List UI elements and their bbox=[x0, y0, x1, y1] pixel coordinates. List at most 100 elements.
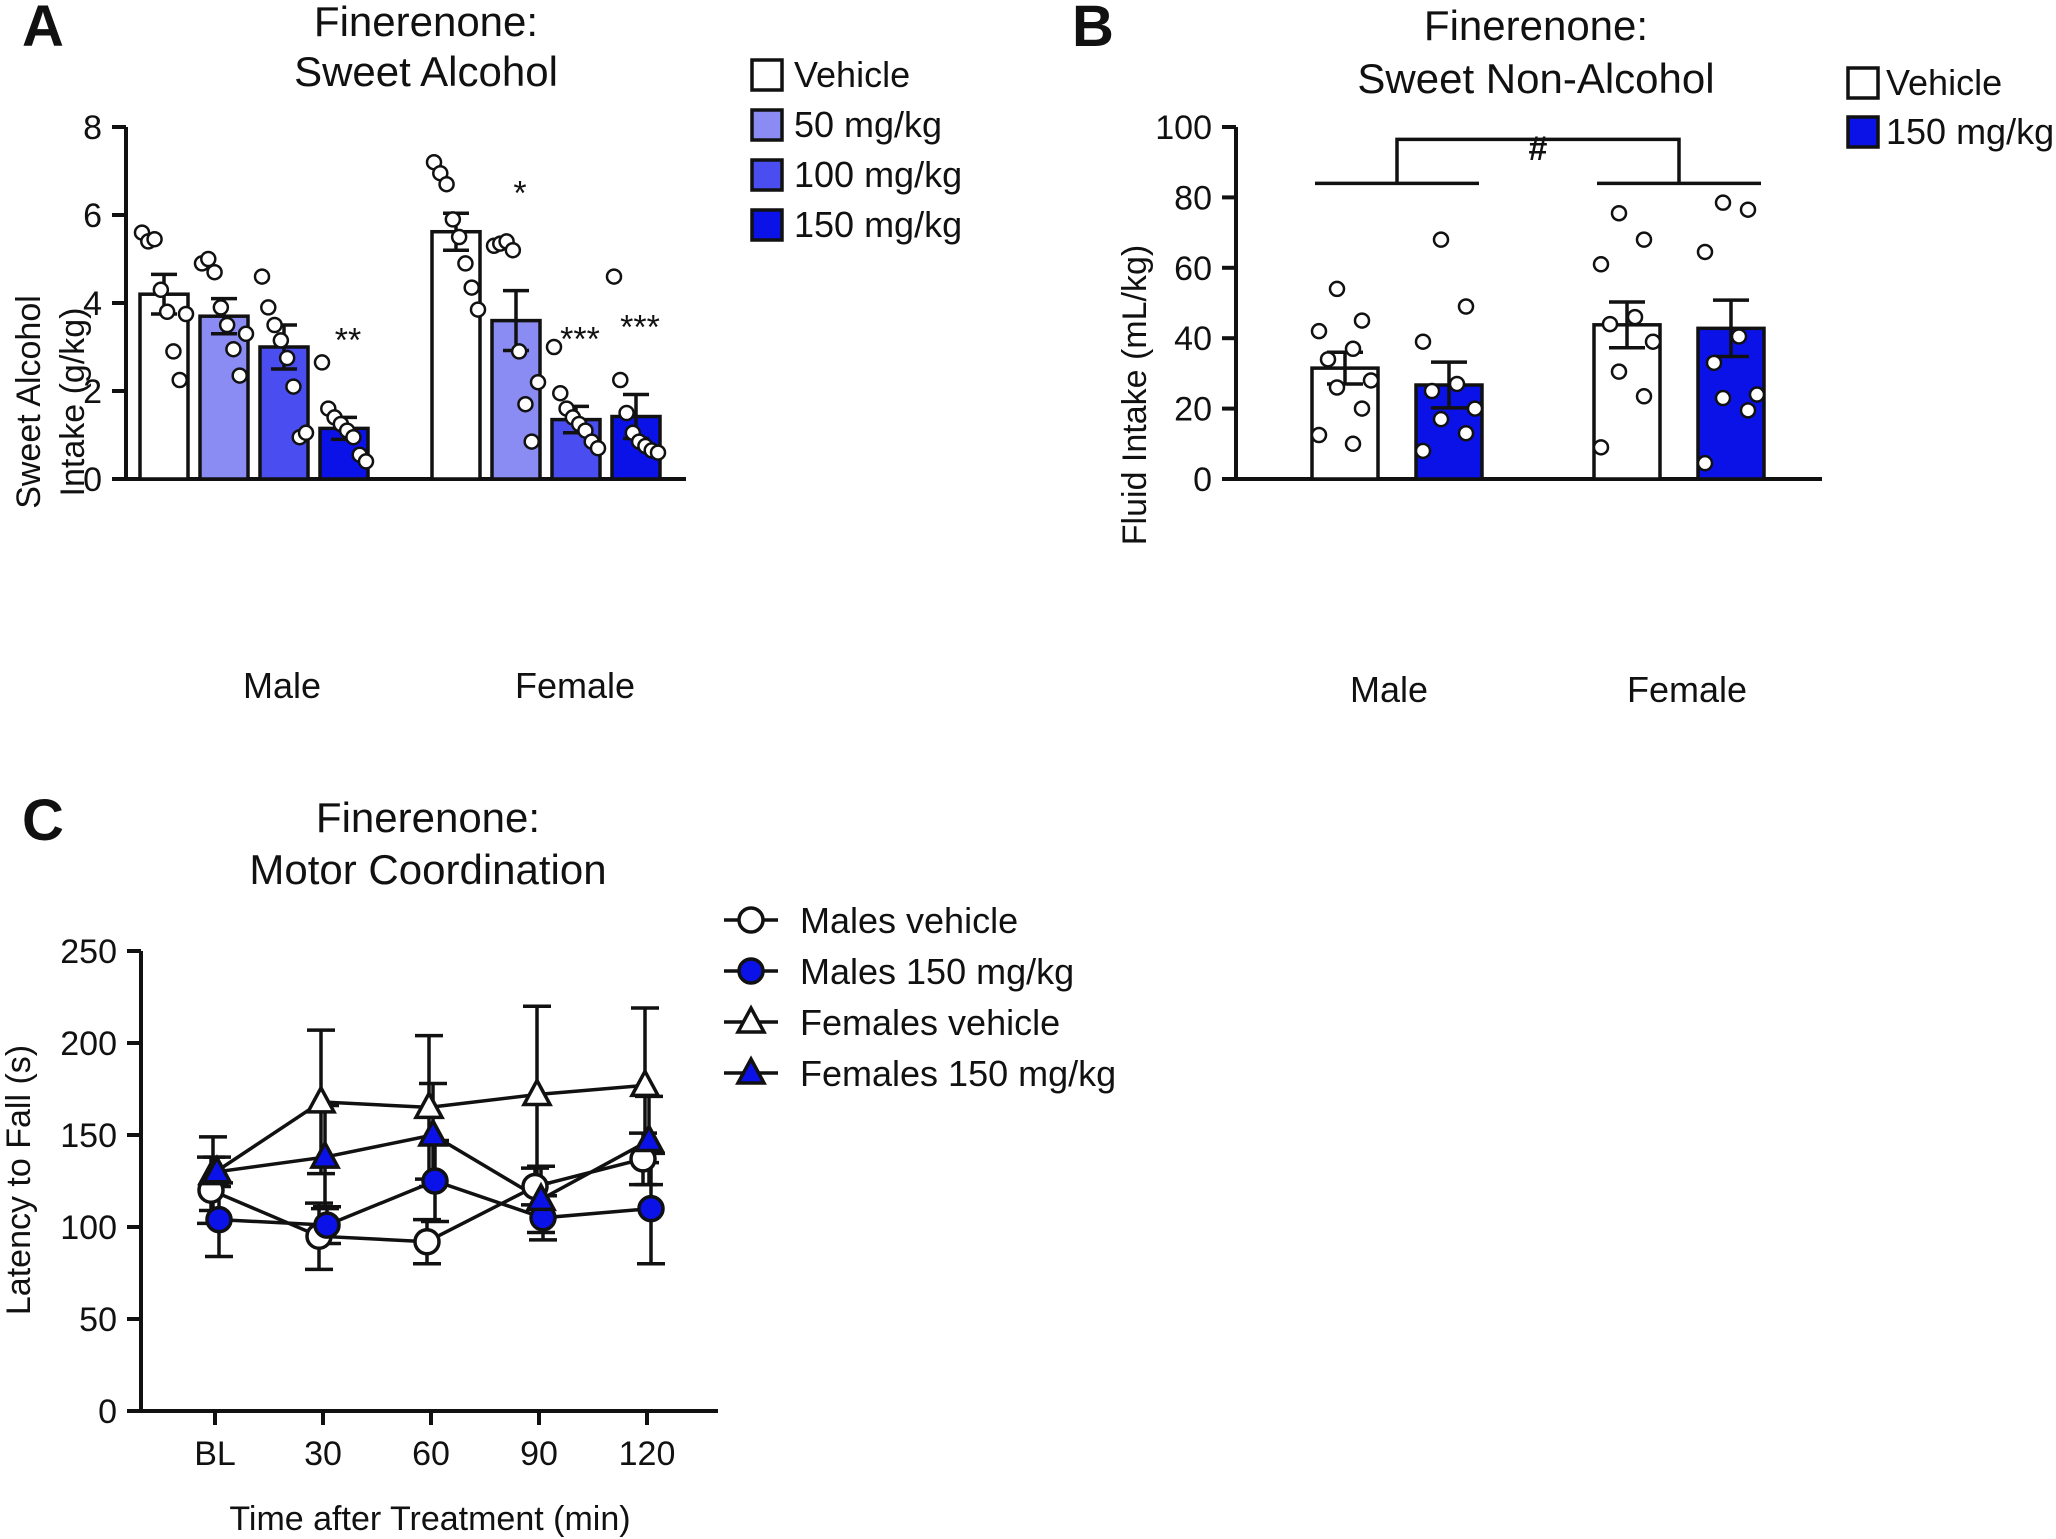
panel-b-legend: Vehicle 150 mg/kg bbox=[1846, 62, 2054, 152]
data-point bbox=[1730, 328, 1748, 345]
data-point bbox=[629, 1067, 661, 1098]
x-tick-label: 120 bbox=[619, 1435, 676, 1473]
data-point bbox=[1319, 351, 1337, 368]
panel-b-title-line2: Sweet Non-Alcohol bbox=[1357, 55, 1714, 102]
data-point bbox=[1432, 231, 1450, 248]
legend-swatch-vehicle-b bbox=[1846, 66, 1880, 100]
data-point bbox=[205, 1205, 233, 1234]
data-point bbox=[177, 305, 195, 323]
data-point bbox=[272, 332, 290, 349]
data-point bbox=[517, 395, 534, 413]
data-point bbox=[1344, 435, 1362, 453]
data-point bbox=[1414, 333, 1432, 350]
data-point bbox=[357, 453, 375, 470]
panel-b-plot: 0 20 40 60 80 100 bbox=[1155, 109, 1822, 499]
data-point bbox=[1748, 386, 1766, 403]
panel-a-category-male: Male bbox=[243, 665, 321, 706]
x-tick-label: 60 bbox=[412, 1435, 450, 1473]
data-point bbox=[1696, 454, 1714, 472]
data-point bbox=[1635, 388, 1653, 405]
y-tick-label: 200 bbox=[60, 1025, 117, 1063]
data-point bbox=[1457, 424, 1475, 442]
data-point bbox=[1362, 372, 1380, 389]
data-point bbox=[1432, 410, 1450, 428]
x-tick-label: BL bbox=[194, 1435, 236, 1473]
data-point bbox=[525, 1181, 557, 1212]
panel-letter-b: B bbox=[1072, 0, 1114, 59]
data-point bbox=[1448, 375, 1466, 393]
data-point bbox=[1610, 204, 1628, 222]
data-point bbox=[1310, 426, 1328, 444]
data-point bbox=[529, 373, 547, 391]
panel-b-category-female: Female bbox=[1627, 669, 1747, 710]
y-tick-label: 60 bbox=[1174, 250, 1212, 288]
data-point bbox=[450, 228, 468, 246]
panel-c-ylabel: Latency to Fall (s) bbox=[0, 1045, 38, 1315]
y-tick-label: 50 bbox=[79, 1301, 117, 1339]
data-point bbox=[413, 1089, 445, 1120]
data-point bbox=[305, 1084, 337, 1114]
legend-marker bbox=[737, 906, 765, 934]
y-tick-label: 4 bbox=[83, 285, 102, 323]
data-point bbox=[1714, 389, 1732, 407]
legend-marker bbox=[737, 957, 765, 985]
y-tick-label: 20 bbox=[1174, 391, 1212, 429]
legend-label: Females vehicle bbox=[800, 1002, 1060, 1043]
data-point bbox=[1592, 256, 1610, 273]
panel-a-ylabel-line2: Intake (g/kg) bbox=[54, 308, 92, 497]
data-point bbox=[1626, 308, 1644, 326]
panel-a-legend: Vehicle 50 mg/kg 100 mg/kg 150 mg/kg bbox=[750, 54, 962, 245]
y-tick-label: 6 bbox=[83, 197, 102, 235]
bar bbox=[430, 229, 482, 481]
data-point bbox=[1310, 322, 1328, 340]
data-point bbox=[1457, 298, 1475, 315]
y-tick-label: 0 bbox=[98, 1393, 117, 1431]
y-tick-label: 8 bbox=[83, 109, 102, 147]
data-point bbox=[345, 428, 362, 446]
data-point bbox=[309, 1139, 341, 1169]
panel-a: A Finerenone: Sweet Alcohol Sweet Alcoho… bbox=[10, 0, 962, 706]
data-point bbox=[297, 424, 315, 442]
data-point bbox=[278, 349, 296, 367]
data-point bbox=[510, 343, 528, 360]
panel-a-category-female: Female bbox=[515, 665, 635, 706]
panel-a-title-line2: Sweet Alcohol bbox=[294, 48, 558, 95]
data-point bbox=[1466, 400, 1484, 417]
data-point bbox=[637, 1194, 665, 1223]
data-point bbox=[313, 1211, 341, 1239]
data-point bbox=[231, 367, 248, 384]
legend-swatch-150 bbox=[750, 208, 784, 242]
panel-c-plot: 0 50 100 150 200 250 BL 30 60 90 120 bbox=[60, 933, 718, 1473]
data-point bbox=[1328, 379, 1346, 396]
data-point bbox=[1344, 340, 1362, 358]
y-tick-label: 100 bbox=[60, 1209, 117, 1247]
legend-marker bbox=[735, 1055, 767, 1085]
data-point bbox=[165, 343, 182, 360]
x-tick-label: 90 bbox=[520, 1435, 558, 1473]
panel-letter-a: A bbox=[22, 0, 64, 59]
data-point bbox=[1423, 382, 1441, 400]
legend-label-50: 50 mg/kg bbox=[794, 104, 942, 145]
data-point bbox=[457, 255, 474, 272]
significance-marker: ** bbox=[335, 321, 361, 359]
data-point bbox=[237, 325, 255, 343]
data-point bbox=[1714, 194, 1732, 211]
data-point bbox=[171, 371, 188, 389]
data-point bbox=[1610, 363, 1628, 380]
panel-b-category-male: Male bbox=[1350, 669, 1428, 710]
data-point bbox=[421, 1167, 449, 1195]
data-point bbox=[1705, 354, 1723, 372]
bar bbox=[198, 314, 250, 481]
legend-label-vehicle-b: Vehicle bbox=[1886, 62, 2002, 103]
data-point bbox=[158, 303, 176, 321]
data-point bbox=[612, 371, 629, 389]
legend-label: Males vehicle bbox=[800, 900, 1018, 941]
data-point bbox=[633, 1122, 665, 1153]
legend-swatch-vehicle bbox=[750, 58, 784, 92]
data-point bbox=[618, 404, 635, 422]
data-point bbox=[212, 299, 230, 316]
data-point bbox=[1739, 201, 1757, 218]
y-tick-label: 80 bbox=[1174, 179, 1212, 217]
significance-marker: *** bbox=[620, 309, 660, 347]
data-point bbox=[521, 1076, 553, 1107]
